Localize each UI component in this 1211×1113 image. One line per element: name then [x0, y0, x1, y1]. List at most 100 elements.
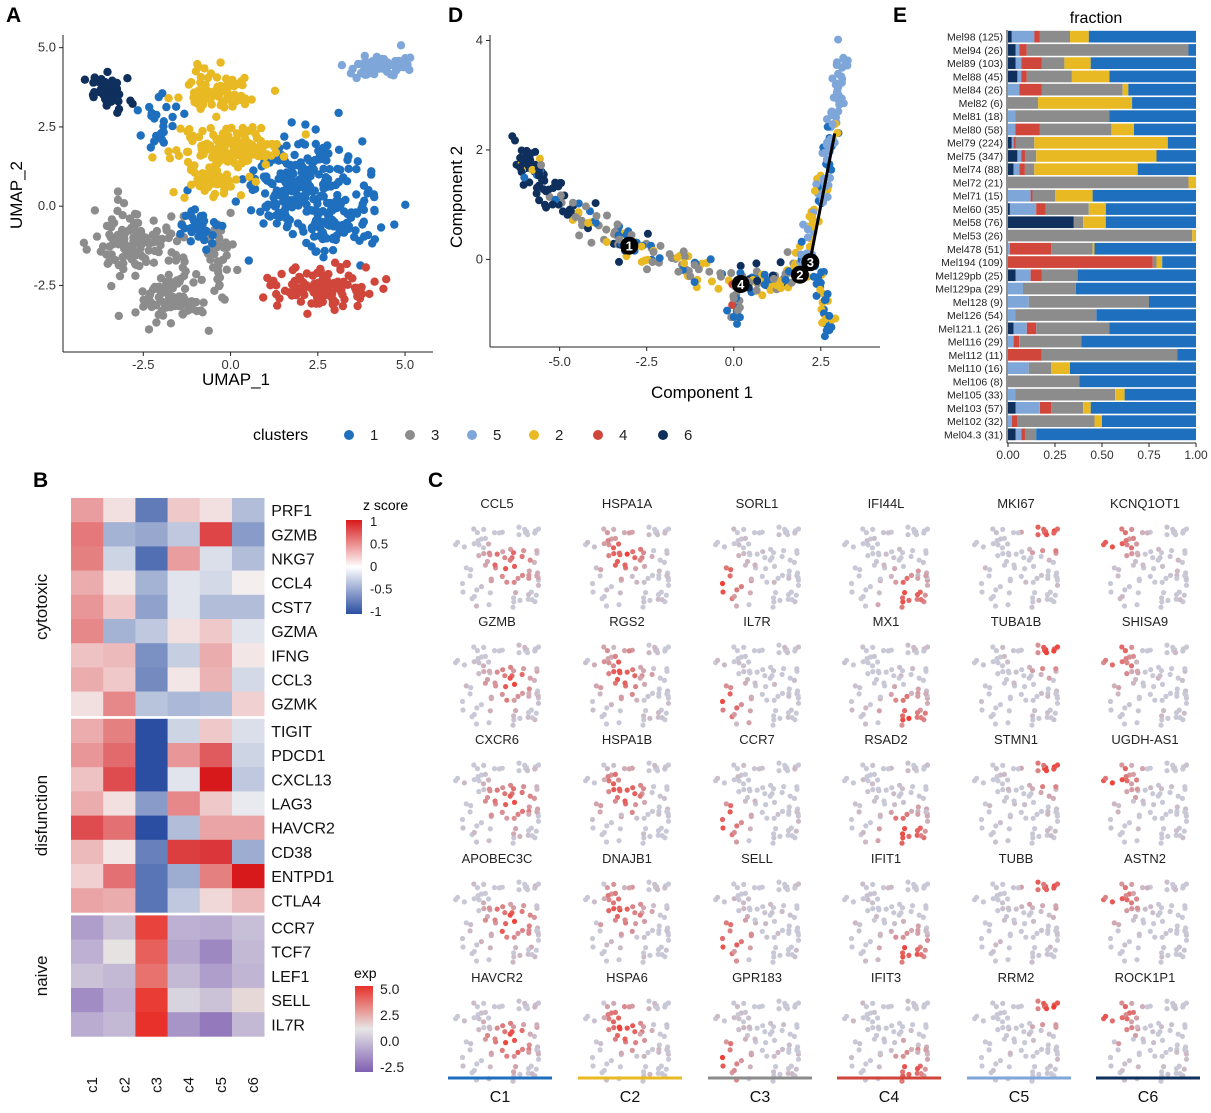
feature-plot-cell — [526, 1042, 532, 1048]
feature-plot-cell — [773, 945, 779, 951]
panel-label-d: D — [448, 4, 463, 27]
feature-plot-cell — [1164, 760, 1170, 766]
feature-plot-cell — [900, 918, 907, 925]
feature-plot-cell — [865, 778, 871, 784]
feature-plot-cell — [776, 998, 782, 1004]
feature-plot-cell — [624, 669, 630, 675]
feature-plot-cell — [793, 947, 799, 953]
umap-point-cluster-1 — [305, 156, 314, 165]
heatmap-cell — [103, 1012, 136, 1037]
feature-plot-cell — [1046, 675, 1052, 681]
feature-plot-cell — [633, 802, 639, 808]
feature-plot-cell — [1021, 910, 1027, 916]
feature-plot-cell — [1000, 1025, 1006, 1031]
feature-plot-cell — [877, 694, 883, 700]
feature-plot-cell — [1019, 1023, 1025, 1029]
feature-plot-cell — [503, 1040, 509, 1046]
feature-plot-cell — [742, 1009, 749, 1016]
feature-plot-cell — [768, 1020, 774, 1026]
feature-plot-cell — [1182, 809, 1188, 815]
feature-plot-cell — [771, 934, 777, 940]
feature-plot-cell — [626, 530, 632, 536]
feature-plot-cell — [922, 592, 928, 598]
feature-plot-cell — [526, 811, 532, 817]
feature-plot-cell — [468, 1041, 474, 1047]
feature-plot-cell — [897, 664, 903, 670]
feature-plot-cell — [1147, 928, 1153, 935]
feature-plot-cell — [641, 835, 647, 841]
feature-plot-cell — [601, 948, 607, 955]
heatmap-cell — [199, 864, 233, 889]
heatmap-cell — [103, 643, 136, 668]
feature-plot-cell — [914, 596, 920, 602]
feature-plot-cell — [914, 947, 921, 953]
feature-plot-cell — [608, 820, 615, 826]
feature-plot-cell — [605, 656, 611, 662]
umap-point-cluster-1 — [360, 232, 369, 241]
feature-plot-cell — [589, 580, 596, 587]
umap-point-cluster-1 — [342, 218, 351, 228]
feature-plot-cell — [1174, 575, 1180, 581]
feature-plot-cell — [529, 597, 535, 603]
umap-point-cluster-2 — [267, 151, 276, 160]
umap-point-cluster-3 — [178, 310, 188, 319]
feature-plot-cell — [727, 573, 733, 579]
feature-plot-cell — [880, 1004, 887, 1010]
umap-x-tick-label: 0.0 — [222, 357, 240, 372]
feature-plot-cell — [1140, 798, 1146, 804]
fraction-bar-segment-cluster-2 — [1083, 216, 1106, 229]
fraction-sample-label: Mel478 (51) — [947, 244, 1003, 256]
feature-plot-cell — [752, 680, 758, 686]
feature-plot-cell — [897, 1020, 903, 1026]
heatmap-row-label: ENTPD1 — [271, 869, 334, 886]
feature-plot-cell — [1053, 809, 1059, 815]
feature-plot-cell — [1163, 693, 1169, 700]
feature-plot-cell — [921, 885, 927, 891]
feature-plot-cell — [467, 691, 473, 697]
feature-plot-cell — [844, 775, 850, 781]
feature-plot-cell — [759, 1047, 765, 1053]
feature-plot-cell — [863, 766, 870, 772]
feature-plot-cell — [904, 811, 910, 818]
feature-plot-cell — [924, 526, 931, 532]
feature-plot-cell — [1130, 771, 1136, 778]
feature-plot-cell — [467, 1047, 473, 1053]
fraction-sample-labels: Mel98 (125)Mel94 (26)Mel89 (103)Mel88 (4… — [935, 32, 1003, 442]
feature-plot-cell — [1173, 828, 1180, 834]
feature-plot-cell — [496, 1004, 502, 1010]
feature-plot-cell — [763, 921, 769, 927]
feature-plot-cell — [746, 905, 753, 911]
feature-plot-cell — [1136, 1050, 1142, 1056]
trajectory-point-cluster-1 — [729, 312, 738, 321]
feature-plot-cell — [786, 804, 792, 810]
feature-plot-cell — [515, 575, 521, 582]
zscore-colorbar — [346, 520, 362, 614]
feature-plot-cell — [646, 887, 652, 893]
feature-plot-cell — [914, 710, 921, 716]
feature-plot-cell — [526, 686, 532, 692]
feature-plot-cell — [519, 572, 526, 579]
feature-plot-cell — [1159, 697, 1165, 703]
feature-plot-cell — [1026, 675, 1032, 681]
fraction-bar-segment-cluster-1 — [1081, 335, 1196, 348]
umap-point-cluster-4 — [300, 290, 309, 300]
umap-point-cluster-4 — [370, 277, 379, 286]
umap-point-cluster-1 — [289, 169, 298, 179]
umap-point-cluster-1 — [150, 114, 159, 123]
umap-point-cluster-3 — [144, 325, 154, 334]
feature-plot-cell — [621, 885, 628, 891]
feature-plot-cell — [1045, 930, 1051, 936]
fraction-bar-segment-cluster-4 — [1040, 402, 1052, 414]
heatmap-cell — [167, 546, 201, 571]
feature-plot-cell — [481, 551, 487, 557]
feature-plot-cell — [640, 1024, 647, 1030]
umap-point-cluster-3 — [131, 308, 140, 317]
umap-point-cluster-2 — [194, 132, 204, 142]
feature-plot-cell — [649, 1046, 656, 1052]
legend-label-cluster-3: 3 — [431, 427, 439, 444]
feature-plot-cell — [626, 1004, 632, 1010]
feature-plot-cell — [606, 671, 612, 677]
feature-plot-cell — [1030, 934, 1036, 940]
feature-plot-cell — [526, 575, 532, 581]
feature-plot-cell — [649, 553, 655, 560]
